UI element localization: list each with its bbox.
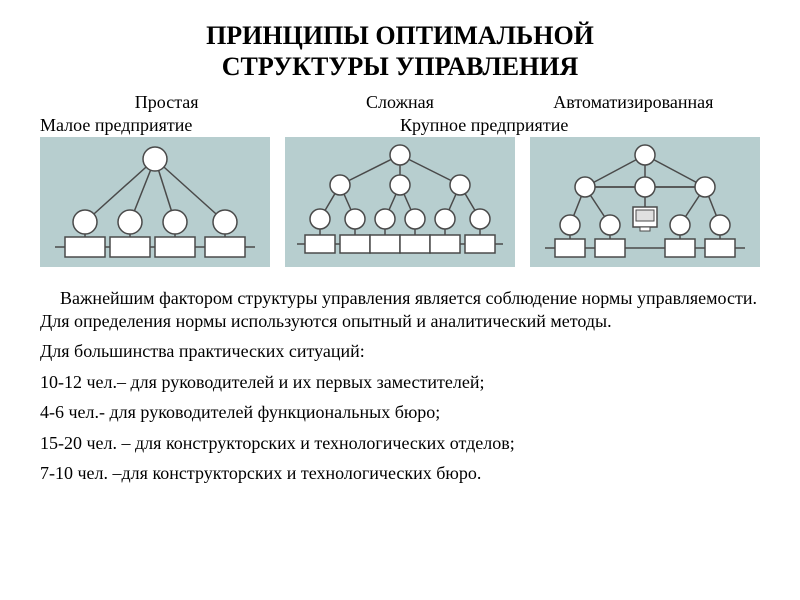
type-automated: Автоматизированная — [517, 92, 750, 113]
body-text: Важнейшим фактором структуры управления … — [40, 287, 760, 485]
para-4: 4-6 чел.- для руководителей функциональн… — [40, 401, 760, 424]
enterprise-small: Малое предприятие — [40, 115, 192, 136]
diagrams-row — [40, 137, 760, 267]
para-5: 15-20 чел. – для конструкторских и техно… — [40, 432, 760, 455]
para-1: Важнейшим фактором структуры управления … — [40, 287, 760, 332]
diagram-automated — [530, 137, 760, 267]
diagram-complex — [285, 137, 515, 267]
para-2: Для большинства практических ситуаций: — [40, 340, 760, 363]
page-title: ПРИНЦИПЫ ОПТИМАЛЬНОЙ СТРУКТУРЫ УПРАВЛЕНИ… — [40, 20, 760, 82]
para-6: 7-10 чел. –для конструкторских и техноло… — [40, 462, 760, 485]
structure-type-row: Простая Сложная Автоматизированная — [50, 92, 750, 113]
title-line-1: ПРИНЦИПЫ ОПТИМАЛЬНОЙ — [206, 21, 594, 50]
type-complex: Сложная — [283, 92, 516, 113]
para-3: 10-12 чел.– для руководителей и их первы… — [40, 371, 760, 394]
title-line-2: СТРУКТУРЫ УПРАВЛЕНИЯ — [222, 52, 579, 81]
enterprise-large: Крупное предприятие — [400, 115, 568, 136]
enterprise-row: Малое предприятие Крупное предприятие — [40, 115, 760, 137]
type-simple: Простая — [50, 92, 283, 113]
diagram-simple — [40, 137, 270, 267]
